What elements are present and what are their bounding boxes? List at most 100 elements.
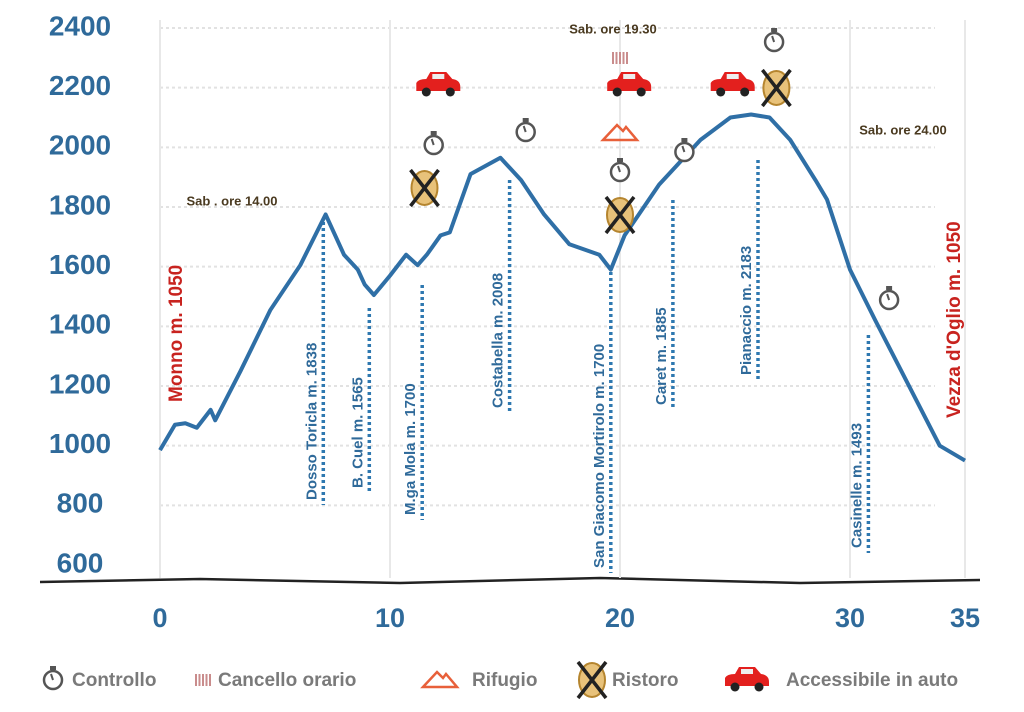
x-tick-label: 35 <box>950 603 980 633</box>
station-label: M.ga Mola m. 1700 <box>402 383 419 515</box>
map-icon <box>515 118 536 143</box>
endpoint-label: Vezza d'Oglio m. 1050 <box>944 221 965 418</box>
stopwatch-hand <box>50 673 54 681</box>
y-tick-label: 1200 <box>49 368 111 399</box>
y-tick-label: 1000 <box>49 428 111 459</box>
map-icon <box>607 72 652 97</box>
ground-line <box>39 576 981 585</box>
legend-icon <box>420 670 460 689</box>
car-wheel <box>612 87 622 97</box>
map-icon <box>409 168 440 208</box>
y-tick-label: 600 <box>57 547 104 578</box>
stopwatch-hand <box>681 145 686 153</box>
y-tick-label: 2400 <box>49 10 111 41</box>
stopwatch-hand <box>771 35 776 43</box>
map-icon <box>763 28 785 53</box>
refreshment-cross <box>604 195 636 235</box>
station-label: Costabella m. 2008 <box>490 273 507 408</box>
car-body <box>416 72 461 91</box>
car-wheel <box>730 682 740 692</box>
station-label: B. Cuel m. 1565 <box>349 377 366 488</box>
car-window <box>726 74 739 79</box>
time-annotation: Sab . ore 14.00 <box>186 193 277 208</box>
refreshment-cross <box>409 168 440 208</box>
gate-bar <box>612 52 614 64</box>
stopwatch-top <box>50 666 56 670</box>
car-wheel <box>754 682 764 692</box>
hut <box>420 670 460 689</box>
x-tick-label: 20 <box>605 603 635 633</box>
stopwatch-top <box>771 28 778 32</box>
endpoint-label: Monno m. 1050 <box>166 265 187 402</box>
y-tick-label: 2200 <box>49 70 111 101</box>
legend-label: Ristoro <box>612 670 679 691</box>
y-tick-label: 1800 <box>49 189 111 220</box>
x-tick-label: 0 <box>152 603 167 633</box>
gate-bar <box>205 674 208 686</box>
legend-icon <box>195 674 211 686</box>
station-label: San Giacomo Mortirolo m. 1700 <box>591 344 608 568</box>
y-tick-label: 1600 <box>49 249 111 280</box>
legend-icon <box>42 666 64 691</box>
gate-bar <box>626 52 628 64</box>
station-label: Caret m. 1885 <box>653 307 670 405</box>
station-label: Pianaccio m. 2183 <box>738 246 755 375</box>
y-tick-label: 1400 <box>49 309 111 340</box>
map-icon <box>423 131 444 156</box>
hut <box>600 123 640 142</box>
stopwatch-top <box>522 118 529 122</box>
map-icon <box>604 195 636 235</box>
map-icon <box>416 72 461 97</box>
refreshment-cross <box>761 68 792 108</box>
legend-icon <box>576 660 608 700</box>
map-icon <box>710 72 755 97</box>
stopwatch-hand <box>886 293 891 301</box>
gate-bar <box>619 52 621 64</box>
gate-bar <box>209 674 211 686</box>
time-annotation: Sab. ore 19.30 <box>569 21 656 36</box>
stopwatch-hand <box>522 125 527 133</box>
refreshment-cross <box>576 660 608 700</box>
x-tick-label: 10 <box>375 603 405 633</box>
map-icon <box>612 52 628 64</box>
car-window <box>741 669 753 674</box>
y-tick-label: 800 <box>57 488 104 519</box>
gate-bar <box>195 674 197 686</box>
stopwatch-top <box>430 131 437 135</box>
stopwatch-hand <box>617 165 621 173</box>
gate-bar <box>615 52 618 64</box>
map-icon <box>761 68 792 108</box>
map-icon <box>609 158 631 183</box>
stopwatch-top <box>617 158 623 162</box>
gate-bar <box>198 674 201 686</box>
car-body <box>725 667 769 686</box>
car-wheel <box>740 87 750 97</box>
car-wheel <box>716 87 726 97</box>
stopwatch-hand <box>430 138 435 146</box>
x-tick-label: 30 <box>835 603 865 633</box>
car-wheel <box>421 87 431 97</box>
car-wheel <box>445 87 455 97</box>
elevation-line <box>158 112 967 463</box>
legend-label: Cancello orario <box>218 670 356 691</box>
station-label: Dosso Toricla m. 1838 <box>303 343 320 500</box>
map-icon <box>878 286 900 311</box>
legend-icon <box>725 667 769 692</box>
car-window <box>623 74 636 79</box>
gate-bar <box>202 674 204 686</box>
map-icon <box>600 123 640 142</box>
y-tick-label: 2000 <box>49 130 111 161</box>
car-body <box>607 72 652 91</box>
legend-label: Controllo <box>72 670 156 691</box>
car-body <box>710 72 755 91</box>
map-icon <box>674 138 695 163</box>
stopwatch-top <box>681 138 688 142</box>
stopwatch-top <box>886 286 893 290</box>
car-window <box>432 74 445 79</box>
legend-label: Accessibile in auto <box>786 670 958 691</box>
time-annotation: Sab. ore 24.00 <box>859 122 946 137</box>
legend-label: Rifugio <box>472 670 537 691</box>
station-label: Casinelle m. 1493 <box>848 423 865 548</box>
car-wheel <box>636 87 646 97</box>
